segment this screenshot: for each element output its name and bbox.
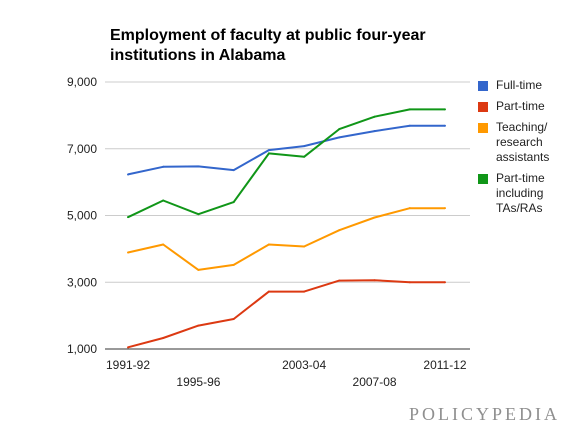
data-point [373,279,376,282]
legend-label: Part-time [496,99,545,113]
legend-item: Full-time [478,78,574,93]
data-point [408,207,411,210]
data-point [127,251,129,254]
data-point [162,336,165,339]
data-point [197,324,200,327]
data-point [408,124,411,127]
legend-swatch [478,81,488,91]
legend-swatch [478,102,488,112]
data-point [444,108,446,111]
x-tick-label: 2007-08 [353,375,397,389]
x-tick-label: 2003-04 [282,358,326,372]
data-point [267,243,270,246]
chart-title: Employment of faculty at public four-yea… [110,26,490,66]
series-line-2 [127,279,445,349]
grid-lines [105,81,470,283]
legend-label: Full-time [496,78,543,92]
x-tick-label: 2011-12 [423,358,466,372]
data-point [303,245,306,248]
chart-title-line-2: institutions in Alabama [110,47,286,64]
data-point [303,145,306,148]
y-tick-label: 9,000 [67,75,97,89]
data-point [267,149,270,152]
data-point [373,115,376,118]
y-tick-label: 7,000 [67,142,97,156]
legend-label: Part-time including TAs/RAs [496,171,545,215]
y-tick-label: 3,000 [67,275,97,289]
data-point [338,229,341,232]
series-line-1 [127,124,445,176]
legend-item: Part-time including TAs/RAs [478,171,574,216]
data-point [408,108,411,111]
data-point [197,165,200,168]
data-point [127,216,129,219]
series-line-4 [127,108,445,219]
legend: Full-time Part-time Teaching/ research ass… [478,78,574,222]
data-point [127,346,129,349]
x-tick-label: 1991-92 [106,358,150,372]
data-point [267,290,270,293]
data-point [232,201,235,204]
series-group [127,108,446,349]
data-point [338,136,341,139]
legend-item: Teaching/ research assistants [478,120,574,165]
data-point [267,152,270,155]
data-point [338,279,341,282]
data-point [444,281,446,284]
tick-labels: 1,000 3,000 5,000 7,000 9,000 1991-92 1995-96 2… [67,75,467,389]
y-tick-label: 5,000 [67,209,97,223]
data-point [232,169,235,172]
data-point [162,199,165,202]
data-point [373,130,376,133]
data-point [338,128,341,131]
data-point [303,155,306,158]
y-tick-label: 1,000 [67,342,97,356]
legend-swatch [478,123,488,133]
policypedia-logo: POLICYPEDIA [408,404,560,424]
chart-title-line-1: Employment of faculty at public four-yea… [110,27,426,44]
legend-item: Part-time [478,99,574,114]
data-point [232,317,235,320]
legend-label: Teaching/ research assistants [496,120,550,164]
data-point [373,216,376,219]
data-point [197,268,200,271]
legend-swatch [478,174,488,184]
data-point [444,207,446,210]
data-point [444,124,446,127]
data-point [232,263,235,266]
data-point [197,213,200,216]
data-point [162,243,165,246]
x-tick-label: 1995-96 [176,375,220,389]
data-point [127,173,129,176]
data-point [303,290,306,293]
series-line-3 [127,207,445,271]
data-point [162,165,165,168]
data-point [408,281,411,284]
